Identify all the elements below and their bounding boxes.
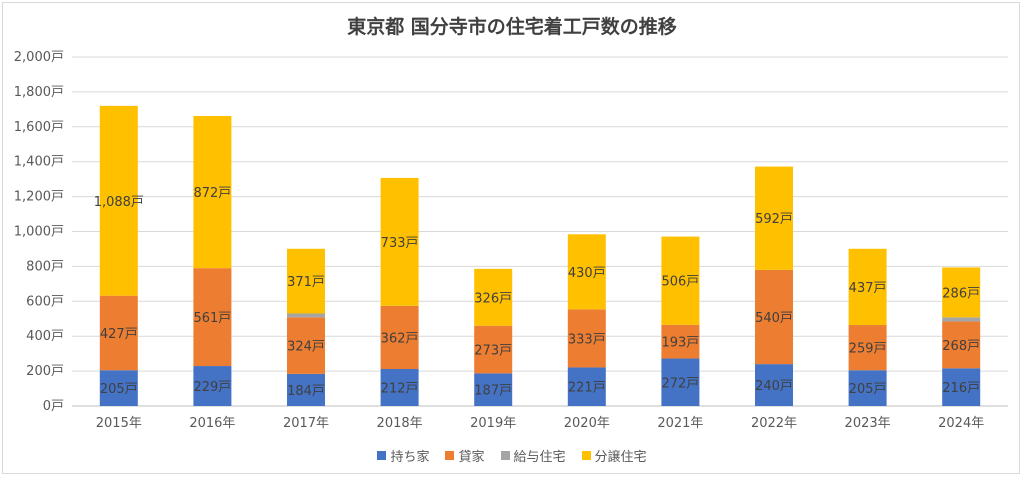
bar-segment (193, 366, 232, 406)
data-label: 212戸 (381, 382, 419, 397)
data-label: 371戸 (287, 275, 325, 290)
bar-segment (474, 268, 513, 326)
bar-segment (193, 268, 232, 367)
bar-segment (193, 115, 232, 269)
legend-swatch (377, 451, 387, 460)
bar-segment (380, 177, 419, 306)
legend-item: 貸家 (445, 446, 485, 465)
bar-segment (661, 236, 700, 325)
legend-label: 貸家 (458, 450, 485, 465)
x-tick-label: 2024年 (938, 416, 984, 431)
data-label: 437戸 (849, 281, 887, 296)
bar-segment (99, 105, 138, 296)
bar-segment (942, 368, 981, 406)
data-label: 427戸 (100, 327, 138, 342)
data-label: 259戸 (849, 342, 887, 357)
legend-item: 持ち家 (377, 446, 429, 465)
data-label: 362戸 (381, 331, 419, 346)
x-tick-label: 2022年 (751, 416, 797, 431)
bar-segment (942, 317, 981, 322)
legend-label: 分譲住宅 (594, 450, 647, 465)
data-label: 286戸 (942, 286, 980, 301)
x-tick-label: 2021年 (657, 416, 703, 431)
bar-segment (380, 369, 419, 406)
y-tick-label: 200戸 (26, 364, 64, 379)
bar-segment (661, 358, 700, 406)
data-label: 540戸 (755, 311, 793, 326)
legend-swatch (500, 451, 510, 460)
y-tick-label: 0戸 (43, 399, 64, 414)
bar-segment (474, 373, 513, 406)
x-tick-label: 2016年 (189, 416, 235, 431)
bar-segment (287, 317, 325, 374)
data-label: 229戸 (193, 380, 231, 395)
bar-segment (755, 166, 793, 270)
y-tick-label: 1,800戸 (14, 85, 64, 100)
data-label: 193戸 (661, 336, 699, 351)
bar-segment (755, 269, 793, 365)
data-label: 268戸 (942, 339, 980, 354)
x-tick-label: 2020年 (564, 416, 610, 431)
y-tick-label: 1,400戸 (14, 155, 64, 170)
bar-segment (287, 248, 325, 314)
y-tick-label: 1,000戸 (14, 225, 64, 240)
bar-segment (287, 373, 325, 406)
bar-segment (99, 370, 138, 406)
data-label: 872戸 (193, 186, 231, 201)
x-tick-label: 2017年 (283, 416, 329, 431)
data-label: 1,088戸 (94, 195, 144, 210)
bar-segment (755, 364, 793, 406)
legend-swatch (445, 451, 455, 460)
data-label: 187戸 (474, 384, 512, 399)
bar-segment (567, 367, 606, 406)
data-label: 561戸 (193, 311, 231, 326)
bar-segment (661, 324, 700, 359)
x-tick-label: 2023年 (845, 416, 891, 431)
y-tick-label: 800戸 (26, 259, 64, 274)
legend-item: 分譲住宅 (581, 446, 647, 465)
bar-segment (380, 305, 419, 370)
x-tick-label: 2018年 (377, 416, 423, 431)
y-tick-label: 600戸 (26, 294, 64, 309)
legend-label: 持ち家 (390, 450, 430, 465)
data-label: 221戸 (568, 381, 606, 396)
bar-segment (287, 313, 325, 318)
bar-segment (474, 325, 513, 374)
x-tick-label: 2015年 (96, 416, 142, 431)
chart-title: 東京都 国分寺市の住宅着工戸数の推移 (347, 16, 677, 38)
y-tick-label: 1,200戸 (14, 190, 64, 205)
data-label: 205戸 (849, 382, 887, 397)
legend-item: 給与住宅 (500, 446, 566, 465)
bar-segment (848, 325, 887, 371)
data-label: 326戸 (474, 291, 512, 306)
legend-label: 給与住宅 (513, 450, 566, 465)
bar-segment (848, 248, 887, 326)
data-label: 273戸 (474, 344, 512, 359)
bar-segment (99, 295, 138, 371)
bar-segment (567, 234, 606, 310)
legend-swatch (581, 451, 591, 460)
data-label: 430戸 (568, 266, 606, 281)
bar-segment (567, 309, 606, 368)
data-label: 733戸 (381, 236, 419, 251)
chart-legend: 持ち家 貸家 給与住宅 分譲住宅 (0, 446, 1024, 465)
data-label: 205戸 (100, 382, 138, 397)
data-label: 240戸 (755, 379, 793, 394)
data-label: 324戸 (287, 340, 325, 355)
data-label: 592戸 (755, 212, 793, 227)
data-label: 333戸 (568, 332, 606, 347)
bar-segment (848, 370, 887, 406)
y-tick-label: 2,000戸 (14, 50, 64, 65)
data-label: 272戸 (661, 376, 699, 391)
x-tick-label: 2019年 (470, 416, 516, 431)
data-label: 506戸 (661, 275, 699, 290)
y-tick-label: 1,600戸 (14, 120, 64, 135)
data-label: 184戸 (287, 384, 325, 399)
bar-segment (942, 321, 981, 369)
bar-segment (942, 267, 981, 318)
data-label: 216戸 (942, 381, 980, 396)
y-tick-label: 400戸 (26, 329, 64, 344)
